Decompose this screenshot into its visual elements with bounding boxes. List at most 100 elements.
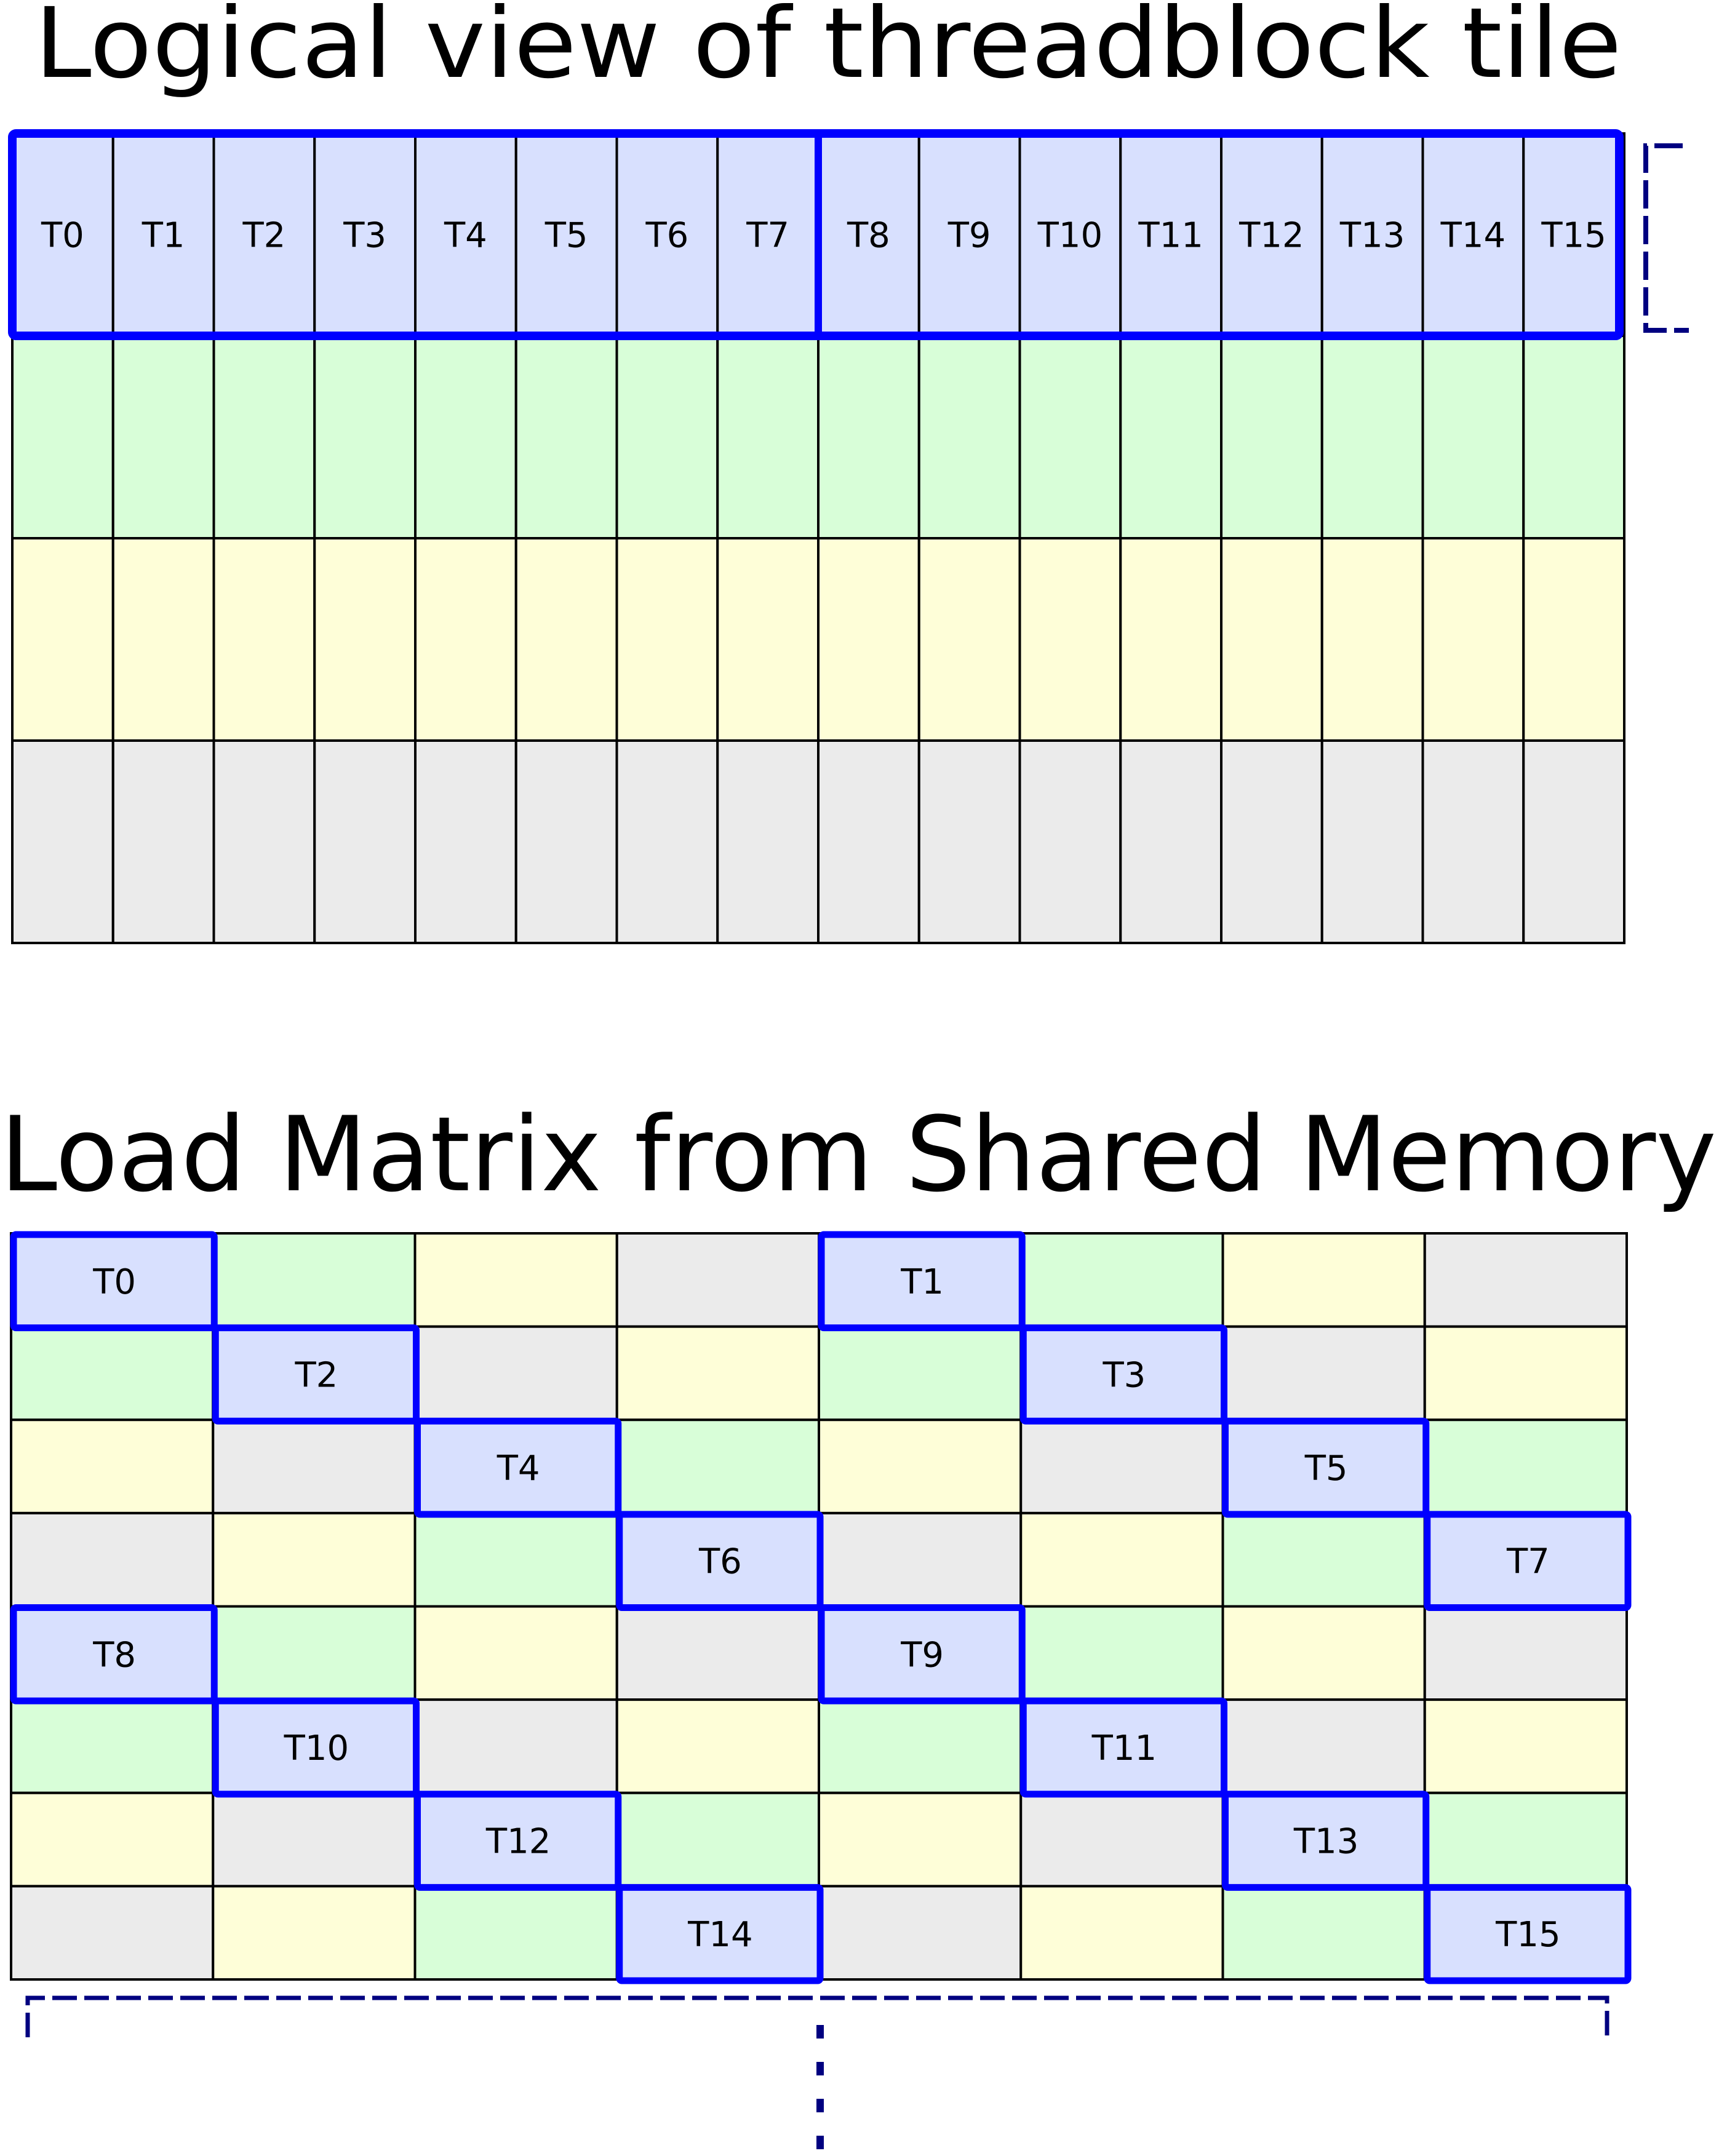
grid-cell xyxy=(1423,1418,1628,1514)
grid-cell xyxy=(10,1698,215,1794)
thread-label: T13 xyxy=(1293,1822,1358,1862)
grid-cell xyxy=(615,1325,820,1422)
grid-cell xyxy=(817,335,920,539)
grid-cell xyxy=(11,335,114,539)
grid-cell xyxy=(414,335,517,539)
grid-cell xyxy=(212,1791,417,1888)
thread-label: T3 xyxy=(343,216,386,256)
thread-label: T8 xyxy=(847,216,890,256)
grid-cell xyxy=(514,739,618,944)
thread-outline xyxy=(818,1604,1026,1705)
thread-label: T14 xyxy=(1440,216,1506,256)
grid-cell xyxy=(1421,739,1525,944)
grid-cell xyxy=(1320,537,1424,742)
grid-cell xyxy=(818,1232,1023,1328)
thread-label: T10 xyxy=(284,1728,349,1768)
thread-outline xyxy=(414,1791,622,1891)
thread-label: T12 xyxy=(485,1822,551,1862)
grid-cell xyxy=(413,1605,618,1701)
grid-cell xyxy=(1522,537,1625,742)
grid-cell xyxy=(10,1325,215,1422)
grid-cell xyxy=(1019,1325,1224,1422)
grid-cell xyxy=(514,335,618,539)
grid-cell xyxy=(212,335,316,539)
thread-label: T14 xyxy=(687,1915,752,1955)
dashed-bracket-icon xyxy=(25,1995,1609,2037)
grid-cell xyxy=(1221,1232,1426,1328)
thread-label: T3 xyxy=(1102,1355,1146,1395)
grid-cell xyxy=(1221,1511,1426,1608)
thread-label: T13 xyxy=(1339,216,1405,256)
grid-cell xyxy=(818,1791,1023,1888)
grid-cell xyxy=(1423,1232,1628,1328)
thread-label: T11 xyxy=(1138,216,1203,256)
thread-label: T7 xyxy=(1506,1542,1550,1582)
grid-cell xyxy=(1221,1418,1426,1514)
grid-cell xyxy=(10,1511,215,1608)
grid-cell xyxy=(111,739,215,944)
grid-cell xyxy=(1019,1418,1224,1514)
grid-cell xyxy=(818,1418,1023,1514)
grid-cell xyxy=(818,1511,1023,1608)
grid-cell xyxy=(1423,1511,1628,1608)
grid-cell xyxy=(1019,1605,1224,1701)
thread-outline xyxy=(1424,1511,1632,1611)
thread-outline xyxy=(10,1604,218,1705)
thread-label: T6 xyxy=(698,1542,742,1582)
grid-cell xyxy=(514,537,618,742)
grid-cell xyxy=(414,537,517,742)
grid-cell xyxy=(615,1885,820,1981)
dashed-bracket-icon xyxy=(1643,143,1689,333)
grid-cell xyxy=(1119,537,1222,742)
grid-cell xyxy=(1522,132,1625,337)
grid-cell xyxy=(1423,1605,1628,1701)
thread-label: T5 xyxy=(544,216,588,256)
thread-label: T12 xyxy=(1238,216,1304,256)
thread-outline xyxy=(1222,1791,1430,1891)
thread-label: T1 xyxy=(900,1262,944,1302)
shared-memory-grid: T0 T1 T2 T3 T4 T5 T6 T7 T8 T9 T10 T11 T12 T13 T14 T15 xyxy=(10,1231,1632,1984)
thread-label: T15 xyxy=(1495,1915,1560,1955)
thread-label: T10 xyxy=(1037,216,1103,256)
grid-cell xyxy=(212,1605,417,1701)
thread-label: T9 xyxy=(947,216,991,256)
grid-cell xyxy=(413,1418,618,1514)
thread-outline xyxy=(212,1324,420,1425)
grid-cell xyxy=(716,537,820,742)
grid-cell xyxy=(111,335,215,539)
thread-label: T0 xyxy=(41,216,84,256)
grid-cell xyxy=(514,132,618,337)
grid-cell xyxy=(1522,739,1625,944)
bottom-bracket xyxy=(25,1995,1609,2156)
grid-cell xyxy=(1119,132,1222,337)
grid-cell xyxy=(716,335,820,539)
grid-cell xyxy=(615,1698,820,1794)
grid-cell xyxy=(1220,537,1323,742)
grid-cell xyxy=(1423,1698,1628,1794)
grid-cell xyxy=(11,739,114,944)
grid-cell xyxy=(1119,335,1222,539)
bottom-title: Load Matrix from Shared Memory xyxy=(0,1094,1717,1215)
thread-label: T4 xyxy=(497,1449,540,1489)
grid-cell xyxy=(313,537,417,742)
grid-cell xyxy=(716,739,820,944)
grid-cell xyxy=(1220,739,1323,944)
right-bracket xyxy=(1643,143,1689,333)
grid-cell xyxy=(1320,739,1424,944)
grid-cell xyxy=(413,1325,618,1422)
grid-cell xyxy=(615,1791,820,1888)
grid-cell xyxy=(212,537,316,742)
thread-label: T4 xyxy=(444,216,487,256)
top-title: Logical view of threadblock tile xyxy=(34,0,1622,100)
grid-cell xyxy=(1019,1232,1224,1328)
grid-cell xyxy=(10,1791,215,1888)
grid-cell xyxy=(10,1885,215,1981)
thread-label: T15 xyxy=(1541,216,1606,256)
grid-cell xyxy=(10,1418,215,1514)
thread-label: T2 xyxy=(294,1355,338,1395)
thread-label: T5 xyxy=(1304,1449,1348,1489)
grid-cell xyxy=(1423,1791,1628,1888)
grid-cell xyxy=(917,739,1021,944)
grid-cell xyxy=(1019,1511,1224,1608)
